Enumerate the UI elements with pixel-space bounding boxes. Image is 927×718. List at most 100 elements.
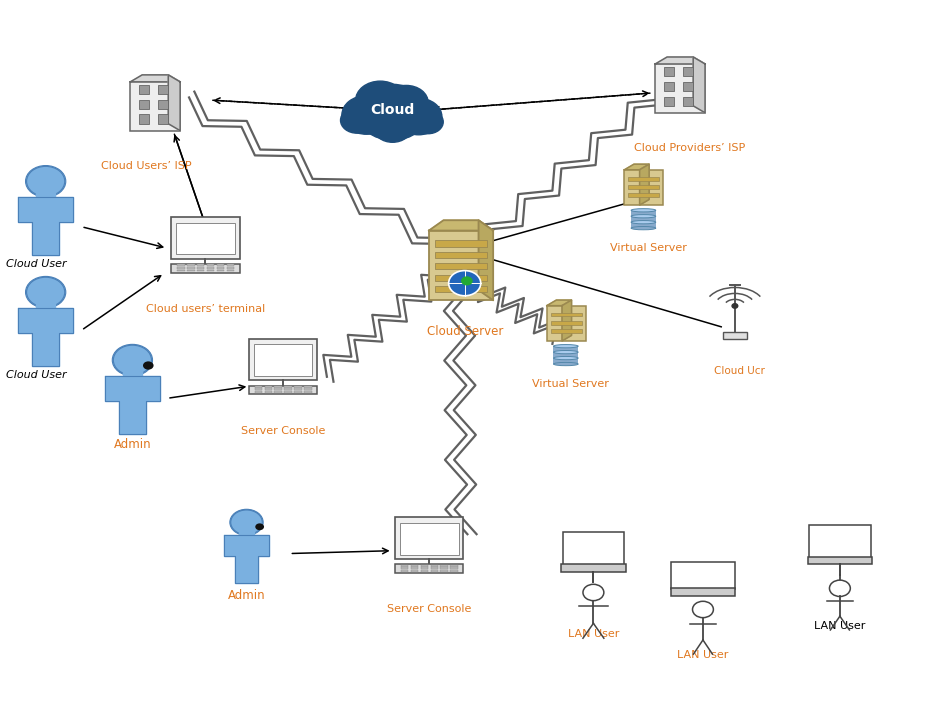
Bar: [264, 388, 272, 391]
Bar: [630, 222, 655, 228]
Circle shape: [26, 276, 66, 308]
Bar: [628, 177, 658, 180]
Bar: [430, 567, 438, 569]
Bar: [254, 388, 261, 391]
Circle shape: [112, 345, 152, 376]
Polygon shape: [478, 220, 492, 300]
Text: Cloud users’ terminal: Cloud users’ terminal: [146, 304, 265, 314]
Bar: [294, 388, 301, 391]
Circle shape: [255, 523, 264, 530]
Bar: [400, 564, 408, 567]
Bar: [400, 523, 458, 555]
Bar: [722, 332, 746, 340]
Bar: [434, 274, 487, 281]
Bar: [654, 64, 705, 113]
Bar: [410, 570, 418, 572]
Bar: [806, 557, 871, 564]
Bar: [410, 564, 418, 567]
Bar: [450, 564, 458, 567]
Bar: [562, 532, 624, 565]
Circle shape: [231, 510, 262, 535]
Bar: [285, 386, 292, 388]
Bar: [158, 85, 168, 94]
Bar: [434, 252, 487, 258]
Bar: [628, 185, 658, 189]
Polygon shape: [19, 308, 73, 366]
Bar: [552, 346, 578, 352]
Bar: [138, 85, 149, 94]
Text: Cloud Server: Cloud Server: [427, 325, 503, 337]
Bar: [197, 264, 204, 266]
Circle shape: [829, 580, 849, 597]
Ellipse shape: [552, 363, 578, 365]
Bar: [550, 329, 581, 333]
Bar: [808, 525, 870, 558]
Bar: [186, 264, 195, 266]
Bar: [663, 82, 674, 91]
Text: Cloud User: Cloud User: [6, 259, 67, 269]
Bar: [440, 570, 448, 572]
Polygon shape: [238, 528, 254, 536]
Bar: [450, 570, 458, 572]
Bar: [670, 588, 734, 596]
Bar: [304, 391, 311, 393]
Bar: [552, 352, 578, 358]
Polygon shape: [654, 57, 705, 64]
Bar: [138, 114, 149, 123]
Circle shape: [582, 584, 603, 601]
Polygon shape: [19, 197, 73, 255]
Bar: [177, 264, 184, 266]
Circle shape: [341, 95, 391, 134]
Bar: [248, 386, 317, 394]
Polygon shape: [692, 57, 705, 113]
Bar: [253, 344, 312, 376]
Bar: [395, 564, 463, 573]
Bar: [400, 567, 408, 569]
Text: Cloud: Cloud: [370, 103, 414, 116]
Circle shape: [27, 167, 65, 196]
Circle shape: [230, 509, 263, 536]
Bar: [630, 216, 655, 222]
Text: LAN User: LAN User: [813, 622, 865, 632]
Bar: [434, 264, 487, 269]
Circle shape: [340, 108, 373, 133]
Circle shape: [448, 271, 480, 296]
Bar: [430, 570, 438, 572]
Bar: [440, 564, 448, 567]
Bar: [171, 264, 239, 273]
Bar: [420, 570, 427, 572]
Bar: [177, 269, 184, 271]
Bar: [294, 386, 301, 388]
Bar: [207, 269, 214, 271]
Bar: [420, 567, 427, 569]
Bar: [197, 269, 204, 271]
Bar: [561, 564, 625, 572]
Text: Admin: Admin: [227, 589, 265, 602]
Polygon shape: [562, 300, 571, 341]
Polygon shape: [105, 376, 159, 434]
Polygon shape: [223, 536, 269, 584]
Bar: [176, 223, 235, 254]
Bar: [420, 564, 427, 567]
Polygon shape: [36, 189, 55, 197]
Bar: [430, 564, 438, 567]
Polygon shape: [428, 220, 492, 230]
Bar: [434, 286, 487, 292]
Ellipse shape: [630, 226, 655, 230]
Ellipse shape: [630, 209, 655, 212]
Circle shape: [143, 361, 153, 370]
Bar: [624, 169, 663, 205]
Bar: [226, 269, 235, 271]
Bar: [197, 267, 204, 269]
Polygon shape: [130, 75, 180, 82]
Bar: [630, 210, 655, 216]
Bar: [217, 264, 224, 266]
Bar: [304, 386, 311, 388]
Bar: [681, 96, 692, 106]
Text: LAN User: LAN User: [677, 650, 728, 660]
Bar: [546, 306, 585, 341]
Bar: [628, 193, 658, 197]
Circle shape: [113, 345, 151, 375]
Ellipse shape: [630, 215, 655, 218]
Polygon shape: [546, 300, 571, 306]
